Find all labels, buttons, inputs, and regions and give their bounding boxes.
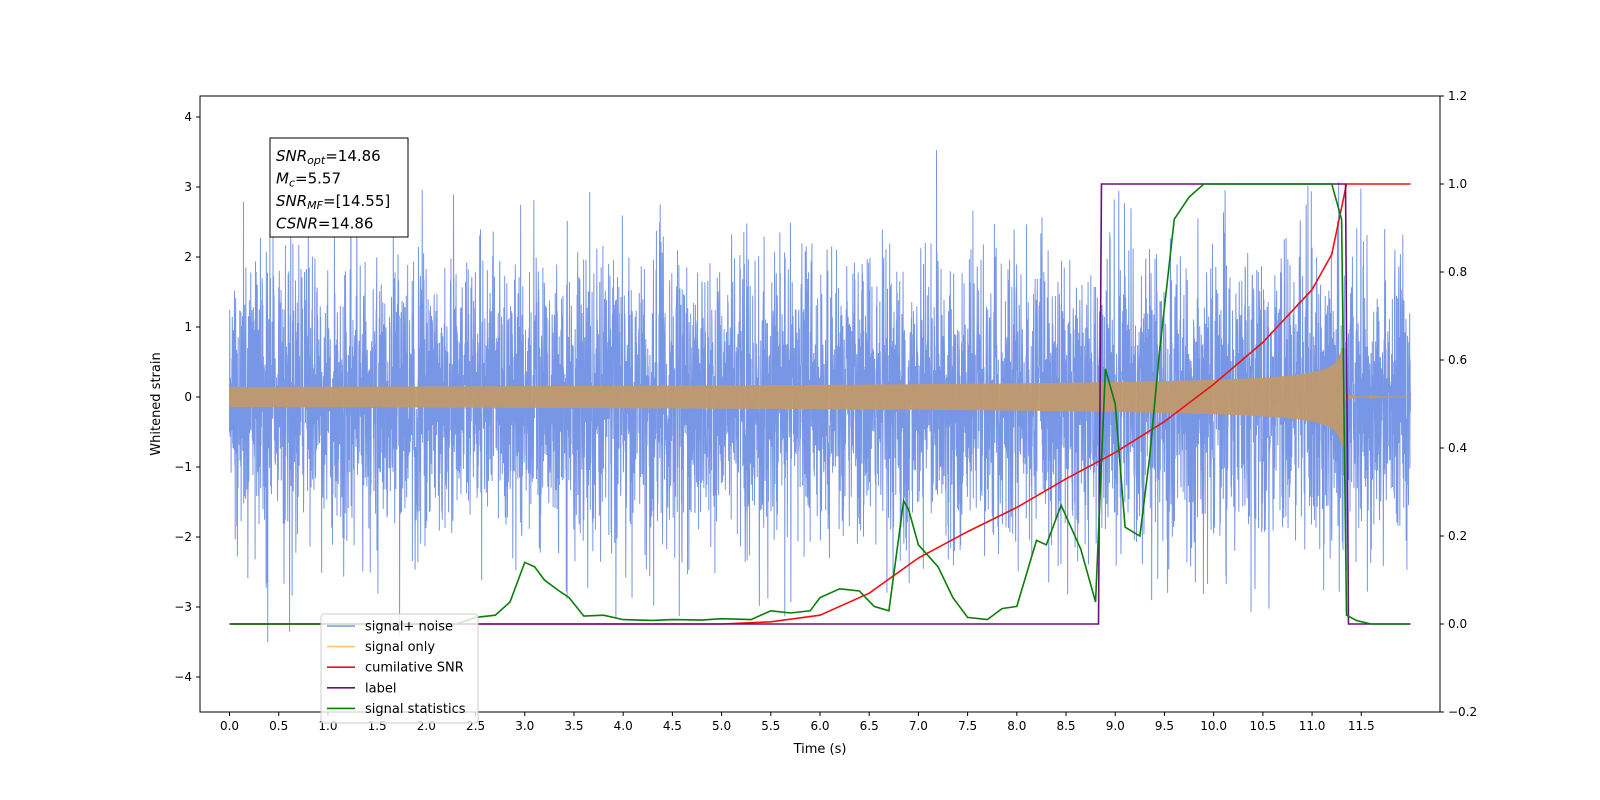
x-tick-label: 7.0 (909, 719, 928, 733)
left-y-tick-label: 3 (184, 180, 192, 194)
annotation-line: Mc=5.57 (276, 170, 341, 190)
x-tick-label: 7.5 (958, 719, 977, 733)
right-y-tick-label: −0.2 (1448, 705, 1477, 719)
left-y-tick-label: 4 (184, 110, 192, 124)
x-tick-label: 6.0 (810, 719, 829, 733)
x-tick-label: 6.5 (860, 719, 879, 733)
signal-noise-line (229, 149, 1411, 643)
x-tick-label: 9.5 (1155, 719, 1174, 733)
annotation-symbol: M (276, 170, 289, 188)
x-tick-label: 4.0 (614, 719, 633, 733)
signal-only-line (229, 347, 1411, 447)
annotation-line: SNRMF=[14.55] (276, 192, 390, 212)
annotation-value: =[14.55] (323, 192, 390, 210)
left-y-tick-label: −3 (174, 600, 192, 614)
annotation-line: CSNR=14.86 (276, 215, 373, 233)
x-tick-label: 5.0 (712, 719, 731, 733)
right-y-tick-label: 0.2 (1448, 529, 1467, 543)
left-y-tick-label: −1 (174, 460, 192, 474)
right-y-tick-label: 1.0 (1448, 177, 1467, 191)
annotation-box: SNRopt=14.86Mc=5.57SNRMF=[14.55]CSNR=14.… (269, 137, 409, 238)
signal-noise-series (229, 149, 1411, 643)
annotation-value: =5.57 (295, 170, 341, 188)
x-axis-label: Time (s) (793, 742, 847, 757)
x-tick-label: 11.5 (1348, 719, 1375, 733)
left-y-tick-label: 2 (184, 250, 192, 264)
right-y-tick-label: 0.8 (1448, 265, 1467, 279)
legend-label: cumilative SNR (365, 661, 464, 676)
signal-statistics-line (229, 183, 1411, 625)
signal-only-series (229, 347, 1411, 447)
annotation-line: SNRopt=14.86 (276, 147, 381, 167)
right-y-tick-label: 0.4 (1448, 441, 1467, 455)
legend-label: signal statistics (365, 702, 466, 717)
left-y-tick-label: 1 (184, 320, 192, 334)
cumilative-snr-line (229, 183, 1411, 625)
legend-label: signal+ noise (365, 620, 453, 635)
annotation-subscript: c (289, 177, 295, 190)
x-axis-ticks: 0.0 0.5 1.0 1.5 2.0 2.5 3.0 3.5 4.0 4.5 5.0 5.5 6.0 6… (220, 712, 1375, 733)
left-y-axis-label: Whitened strain (149, 352, 164, 455)
legend-label: label (365, 681, 396, 696)
annotation-symbol: SNR (276, 147, 307, 165)
legend: signal+ noise signal only cumilative SNR la… (320, 613, 479, 724)
annotation-subscript: MF (307, 199, 323, 212)
x-tick-label: 4.5 (663, 719, 682, 733)
right-axis-series (229, 183, 1411, 625)
legend-label: signal only (365, 640, 435, 655)
annotation-value: =14.86 (318, 215, 374, 233)
annotation-value: =14.86 (325, 147, 381, 165)
right-y-axis-ticks: 1.2 1.0 0.8 0.6 0.4 0.2 0.0 −0.2 (1440, 89, 1477, 719)
left-y-tick-label: −4 (174, 670, 192, 684)
x-tick-label: 8.5 (1056, 719, 1075, 733)
annotation-subscript: opt (307, 154, 326, 167)
right-y-tick-label: 1.2 (1448, 89, 1467, 103)
right-y-tick-label: 0.0 (1448, 617, 1467, 631)
x-tick-label: 0.5 (269, 719, 288, 733)
annotation-symbol: SNR (276, 192, 307, 210)
x-tick-label: 10.5 (1249, 719, 1276, 733)
x-tick-label: 3.0 (515, 719, 534, 733)
left-y-axis-ticks: 4 3 2 1 0 −1 −2 −3 −4 (174, 110, 200, 684)
x-tick-label: 3.5 (564, 719, 583, 733)
annotation-symbol: CSNR (276, 215, 318, 233)
x-tick-label: 8.0 (1007, 719, 1026, 733)
annotation-frame (269, 137, 409, 238)
x-tick-label: 11.0 (1299, 719, 1326, 733)
left-y-tick-label: −2 (174, 530, 192, 544)
x-tick-label: 5.5 (761, 719, 780, 733)
right-y-tick-label: 0.6 (1448, 353, 1467, 367)
left-y-tick-label: 0 (184, 390, 192, 404)
legend-frame (320, 613, 479, 724)
x-tick-label: 0.0 (220, 719, 239, 733)
x-tick-label: 9.0 (1106, 719, 1125, 733)
x-tick-label: 10.0 (1200, 719, 1227, 733)
